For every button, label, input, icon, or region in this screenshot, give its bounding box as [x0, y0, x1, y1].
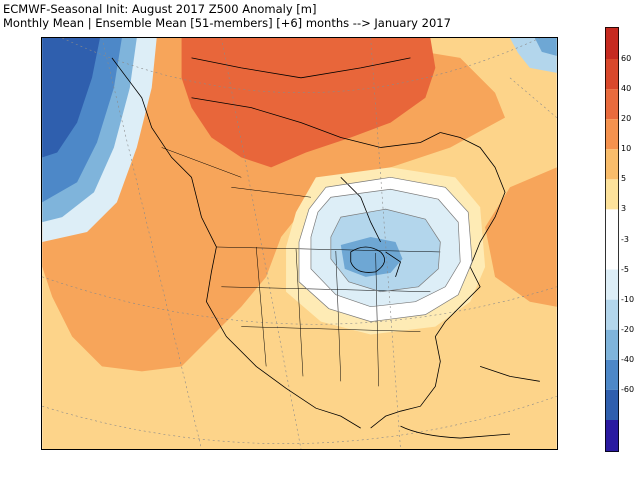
chart-title: ECMWF-Seasonal Init: August 2017 Z500 An… [3, 2, 317, 16]
colorbar-swatch [605, 239, 619, 270]
colorbar-tick-label: -10 [621, 294, 635, 304]
colorbar-swatch [605, 329, 619, 360]
colorbar-swatch [605, 209, 619, 240]
colorbar-swatch [605, 299, 619, 330]
colorbar-swatch [605, 269, 619, 300]
colorbar [605, 27, 619, 452]
colorbar-tick-label: -60 [621, 384, 635, 394]
colorbar-tick-label: -3 [621, 234, 629, 244]
colorbar-tick-label: 20 [621, 114, 632, 124]
anomaly-region-orange-east [485, 167, 557, 307]
colorbar-tick-label: -20 [621, 324, 635, 334]
colorbar-swatch-bottom [605, 420, 619, 452]
anomaly-region-negative-pacific-deep [42, 38, 100, 158]
anomaly-region-red-canada [181, 38, 436, 168]
contour-lines [298, 176, 473, 322]
colorbar-tick-label: -5 [621, 264, 629, 274]
colorbar-tick-label: 40 [621, 84, 632, 94]
anomaly-region-negative-northeast-core [534, 38, 557, 56]
coastlines [111, 57, 540, 439]
colorbar-swatch [605, 359, 619, 390]
colorbar-tick-label: 3 [621, 204, 627, 214]
anomaly-map [41, 37, 558, 450]
colorbar-swatch [605, 119, 619, 150]
colorbar-tick-label: 10 [621, 144, 632, 154]
colorbar-swatch [605, 59, 619, 90]
colorbar-swatch [605, 149, 619, 180]
colorbar-swatch [605, 89, 619, 120]
colorbar-border [605, 27, 619, 452]
colorbar-swatch [605, 389, 619, 420]
colorbar-swatch-top [605, 27, 619, 59]
state-borders [161, 147, 441, 387]
colorbar-tick-label: 5 [621, 174, 627, 184]
colorbar-tick-label: 60 [621, 54, 632, 63]
colorbar-swatch [605, 179, 619, 210]
colorbar-tick-label: -40 [621, 354, 635, 364]
graticule [42, 38, 557, 449]
chart-subtitle: Monthly Mean | Ensemble Mean [51-members… [3, 16, 451, 30]
